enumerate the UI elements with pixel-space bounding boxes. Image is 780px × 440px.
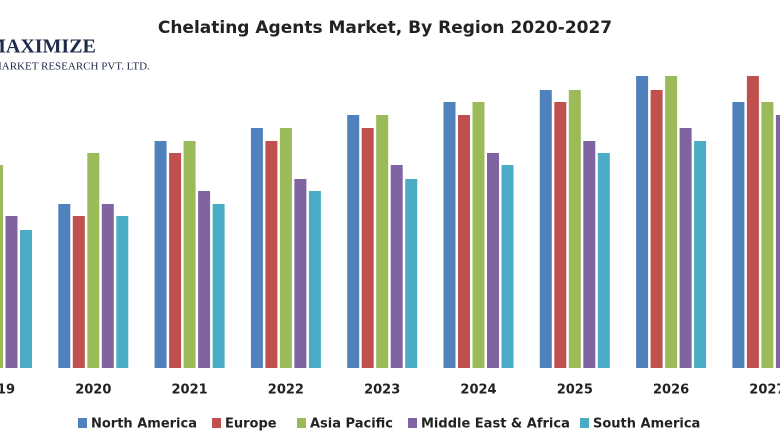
logo-tagline: MARKET RESEARCH PVT. LTD. [0, 61, 150, 73]
legend-label: South America [593, 417, 700, 432]
x-tick-label: 2024 [460, 383, 496, 398]
bar [597, 153, 610, 368]
x-tick-label: 2019 [0, 383, 15, 398]
bar [761, 102, 774, 368]
bar [101, 204, 114, 368]
bar [405, 179, 418, 368]
bar [154, 141, 167, 368]
x-tick-label: 2027 [749, 383, 780, 398]
bar [487, 153, 499, 368]
bar [265, 141, 278, 368]
bar [650, 90, 663, 368]
bar [58, 204, 71, 368]
bar [568, 90, 581, 368]
logo-name: MAXIMIZE [0, 36, 96, 58]
legend-swatch [580, 418, 589, 428]
bar [347, 115, 360, 368]
legend-label: Asia Pacific [310, 417, 393, 432]
legend-swatch [408, 418, 417, 428]
bar [390, 165, 403, 368]
bar [116, 216, 129, 368]
legend-label: Middle East & Africa [421, 417, 570, 432]
chart-title: Chelating Agents Market, By Region 2020-… [158, 18, 612, 38]
bar [539, 90, 552, 368]
bar [775, 115, 780, 368]
bar [694, 141, 707, 368]
x-tick-label: 2025 [557, 383, 593, 398]
bar [279, 128, 292, 368]
x-tick-label: 2020 [75, 383, 111, 398]
x-tick-label: 2023 [364, 383, 400, 398]
bar [458, 115, 470, 368]
bar [250, 128, 263, 368]
bar [20, 230, 32, 368]
bar [72, 216, 85, 368]
bar [679, 128, 692, 368]
legend-label: Europe [225, 417, 277, 432]
bar [583, 141, 596, 368]
legend-swatch [78, 418, 87, 428]
bar [443, 102, 456, 368]
legend-label: North America [91, 417, 197, 432]
bar [501, 165, 514, 368]
bar [554, 102, 567, 368]
bar [472, 102, 485, 368]
bar [361, 128, 374, 368]
legend-swatch [297, 418, 306, 428]
bar [665, 76, 678, 368]
bar [212, 204, 225, 368]
bar [746, 76, 759, 368]
bar [732, 102, 745, 368]
bar [376, 115, 389, 368]
bar [636, 76, 649, 368]
bar [169, 153, 182, 368]
x-tick-label: 2026 [653, 383, 689, 398]
bar [5, 216, 18, 368]
bar [87, 153, 100, 368]
bar [183, 141, 196, 368]
bar [308, 191, 321, 368]
bar [198, 191, 211, 368]
x-tick-label: 2021 [172, 383, 208, 398]
x-tick-label: 2022 [268, 383, 304, 398]
legend-swatch [212, 418, 221, 428]
bar [0, 165, 3, 368]
bar [294, 179, 307, 368]
